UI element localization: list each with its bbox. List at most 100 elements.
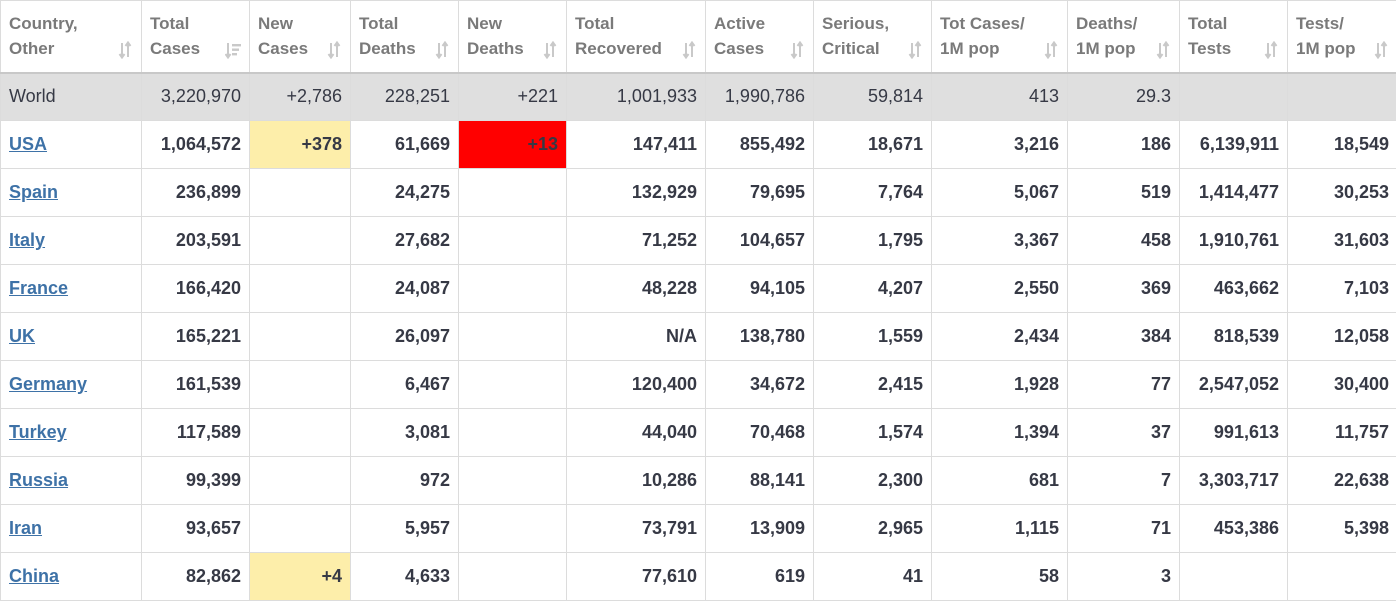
- serious-critical-cell: 7,764: [813, 168, 932, 217]
- column-header-label: Tests: [1188, 39, 1232, 59]
- deaths-per-1m-cell: 71: [1067, 504, 1180, 553]
- sort-icon[interactable]: [434, 40, 450, 59]
- column-header-label: Cases: [150, 39, 201, 59]
- total-recovered-cell: 132,929: [566, 168, 706, 217]
- column-header-country[interactable]: Country, Other: [0, 0, 142, 73]
- header-row: Country, Other Total Cases New Cases Total Deat…: [0, 0, 1396, 73]
- total-recovered-cell: 71,252: [566, 216, 706, 265]
- new-deaths-cell: [458, 264, 567, 313]
- new-deaths-cell: [458, 408, 567, 457]
- total-tests-cell: 1,910,761: [1179, 216, 1288, 265]
- country-link[interactable]: China: [9, 566, 60, 586]
- country-link[interactable]: France: [9, 278, 69, 298]
- sort-descending-icon[interactable]: [224, 41, 241, 59]
- table-row: USA 1,064,572 +378 61,669 +13 147,411 855,492 1…: [0, 120, 1396, 169]
- country-link[interactable]: USA: [9, 134, 48, 154]
- new-deaths-cell: [458, 504, 567, 553]
- sort-icon[interactable]: [1263, 40, 1279, 59]
- country-link[interactable]: Spain: [9, 182, 59, 202]
- column-header-label: New: [258, 14, 293, 34]
- active-cases-cell: 79,695: [705, 168, 814, 217]
- table-row: China 82,862 +4 4,633 77,610 619 41 58 3: [0, 552, 1396, 601]
- total-cases-cell: 236,899: [141, 168, 250, 217]
- deaths-per-1m-cell: 37: [1067, 408, 1180, 457]
- column-header-total-cases[interactable]: Total Cases: [141, 0, 250, 73]
- total-recovered-cell: 77,610: [566, 552, 706, 601]
- column-header-label: Total: [575, 14, 615, 34]
- sort-icon[interactable]: [326, 40, 342, 59]
- world-total-recovered-cell: 1,001,933: [566, 71, 706, 121]
- total-tests-cell: 463,662: [1179, 264, 1288, 313]
- total-deaths-cell: 3,081: [350, 408, 459, 457]
- column-header-active-cases[interactable]: Active Cases: [705, 0, 814, 73]
- total-cases-cell: 99,399: [141, 456, 250, 505]
- total-tests-cell: 991,613: [1179, 408, 1288, 457]
- column-header-deaths-per-1m[interactable]: Deaths/1M pop: [1067, 0, 1180, 73]
- world-new-deaths-cell: +221: [458, 71, 567, 121]
- column-header-new-deaths[interactable]: New Deaths: [458, 0, 567, 73]
- total-cases-cell: 166,420: [141, 264, 250, 313]
- sort-icon[interactable]: [789, 40, 805, 59]
- country-link[interactable]: UK: [9, 326, 35, 346]
- sort-icon[interactable]: [1373, 40, 1389, 59]
- deaths-per-1m-cell: 186: [1067, 120, 1180, 169]
- new-deaths-cell: [458, 456, 567, 505]
- table-row: Germany 161,539 6,467 120,400 34,672 2,415 1,9…: [0, 360, 1396, 409]
- country-cell: China: [0, 552, 142, 601]
- total-recovered-cell: N/A: [566, 312, 706, 361]
- table-body: World 3,220,970 +2,786 228,251 +221 1,001,933…: [0, 71, 1396, 601]
- column-header-total-recovered[interactable]: Total Recovered: [566, 0, 706, 73]
- column-header-total-tests[interactable]: Total Tests: [1179, 0, 1288, 73]
- country-link[interactable]: Iran: [9, 518, 43, 538]
- country-link[interactable]: Turkey: [9, 422, 67, 442]
- new-deaths-cell: [458, 552, 567, 601]
- total-tests-cell: 6,139,911: [1179, 120, 1288, 169]
- total-deaths-cell: 5,957: [350, 504, 459, 553]
- tot-cases-per-1m-cell: 1,394: [931, 408, 1068, 457]
- total-tests-cell: 1,414,477: [1179, 168, 1288, 217]
- sort-icon[interactable]: [117, 40, 133, 59]
- tot-cases-per-1m-cell: 3,216: [931, 120, 1068, 169]
- table-row: Iran 93,657 5,957 73,791 13,909 2,965 1,115 71 4…: [0, 504, 1396, 553]
- total-recovered-cell: 147,411: [566, 120, 706, 169]
- column-header-total-deaths[interactable]: Total Deaths: [350, 0, 459, 73]
- column-header-label: 1M pop: [1076, 39, 1136, 59]
- column-header-label: Deaths/: [1076, 14, 1138, 34]
- column-header-label: Cases: [714, 39, 765, 59]
- new-cases-cell: +4: [249, 552, 351, 601]
- world-total-deaths-cell: 228,251: [350, 71, 459, 121]
- active-cases-cell: 70,468: [705, 408, 814, 457]
- column-header-new-cases[interactable]: New Cases: [249, 0, 351, 73]
- sort-icon[interactable]: [542, 40, 558, 59]
- tests-per-1m-cell: 11,757: [1287, 408, 1396, 457]
- sort-icon[interactable]: [907, 40, 923, 59]
- total-tests-cell: 453,386: [1179, 504, 1288, 553]
- country-link[interactable]: Italy: [9, 230, 46, 250]
- country-cell: Spain: [0, 168, 142, 217]
- new-deaths-cell: [458, 312, 567, 361]
- table-row: France 166,420 24,087 48,228 94,105 4,207 2,55…: [0, 264, 1396, 313]
- total-recovered-cell: 73,791: [566, 504, 706, 553]
- total-tests-cell: 2,547,052: [1179, 360, 1288, 409]
- serious-critical-cell: 2,415: [813, 360, 932, 409]
- country-cell: Russia: [0, 456, 142, 505]
- column-header-label: Other: [9, 39, 55, 59]
- total-tests-cell: 3,303,717: [1179, 456, 1288, 505]
- serious-critical-cell: 1,559: [813, 312, 932, 361]
- sort-icon[interactable]: [1043, 40, 1059, 59]
- country-link[interactable]: Germany: [9, 374, 88, 394]
- column-header-label: Cases: [258, 39, 309, 59]
- column-header-label: Active: [714, 14, 766, 34]
- new-deaths-cell: [458, 168, 567, 217]
- table-header: Country, Other Total Cases New Cases Total Deat…: [0, 0, 1396, 73]
- column-header-tot-cases-per-1m[interactable]: Tot Cases/1M pop: [931, 0, 1068, 73]
- column-header-tests-per-1m[interactable]: Tests/1M pop: [1287, 0, 1396, 73]
- column-header-serious-critical[interactable]: Serious, Critical: [813, 0, 932, 73]
- country-link[interactable]: Russia: [9, 470, 69, 490]
- tot-cases-per-1m-cell: 58: [931, 552, 1068, 601]
- total-recovered-cell: 120,400: [566, 360, 706, 409]
- sort-icon[interactable]: [681, 40, 697, 59]
- total-cases-cell: 1,064,572: [141, 120, 250, 169]
- sort-icon[interactable]: [1155, 40, 1171, 59]
